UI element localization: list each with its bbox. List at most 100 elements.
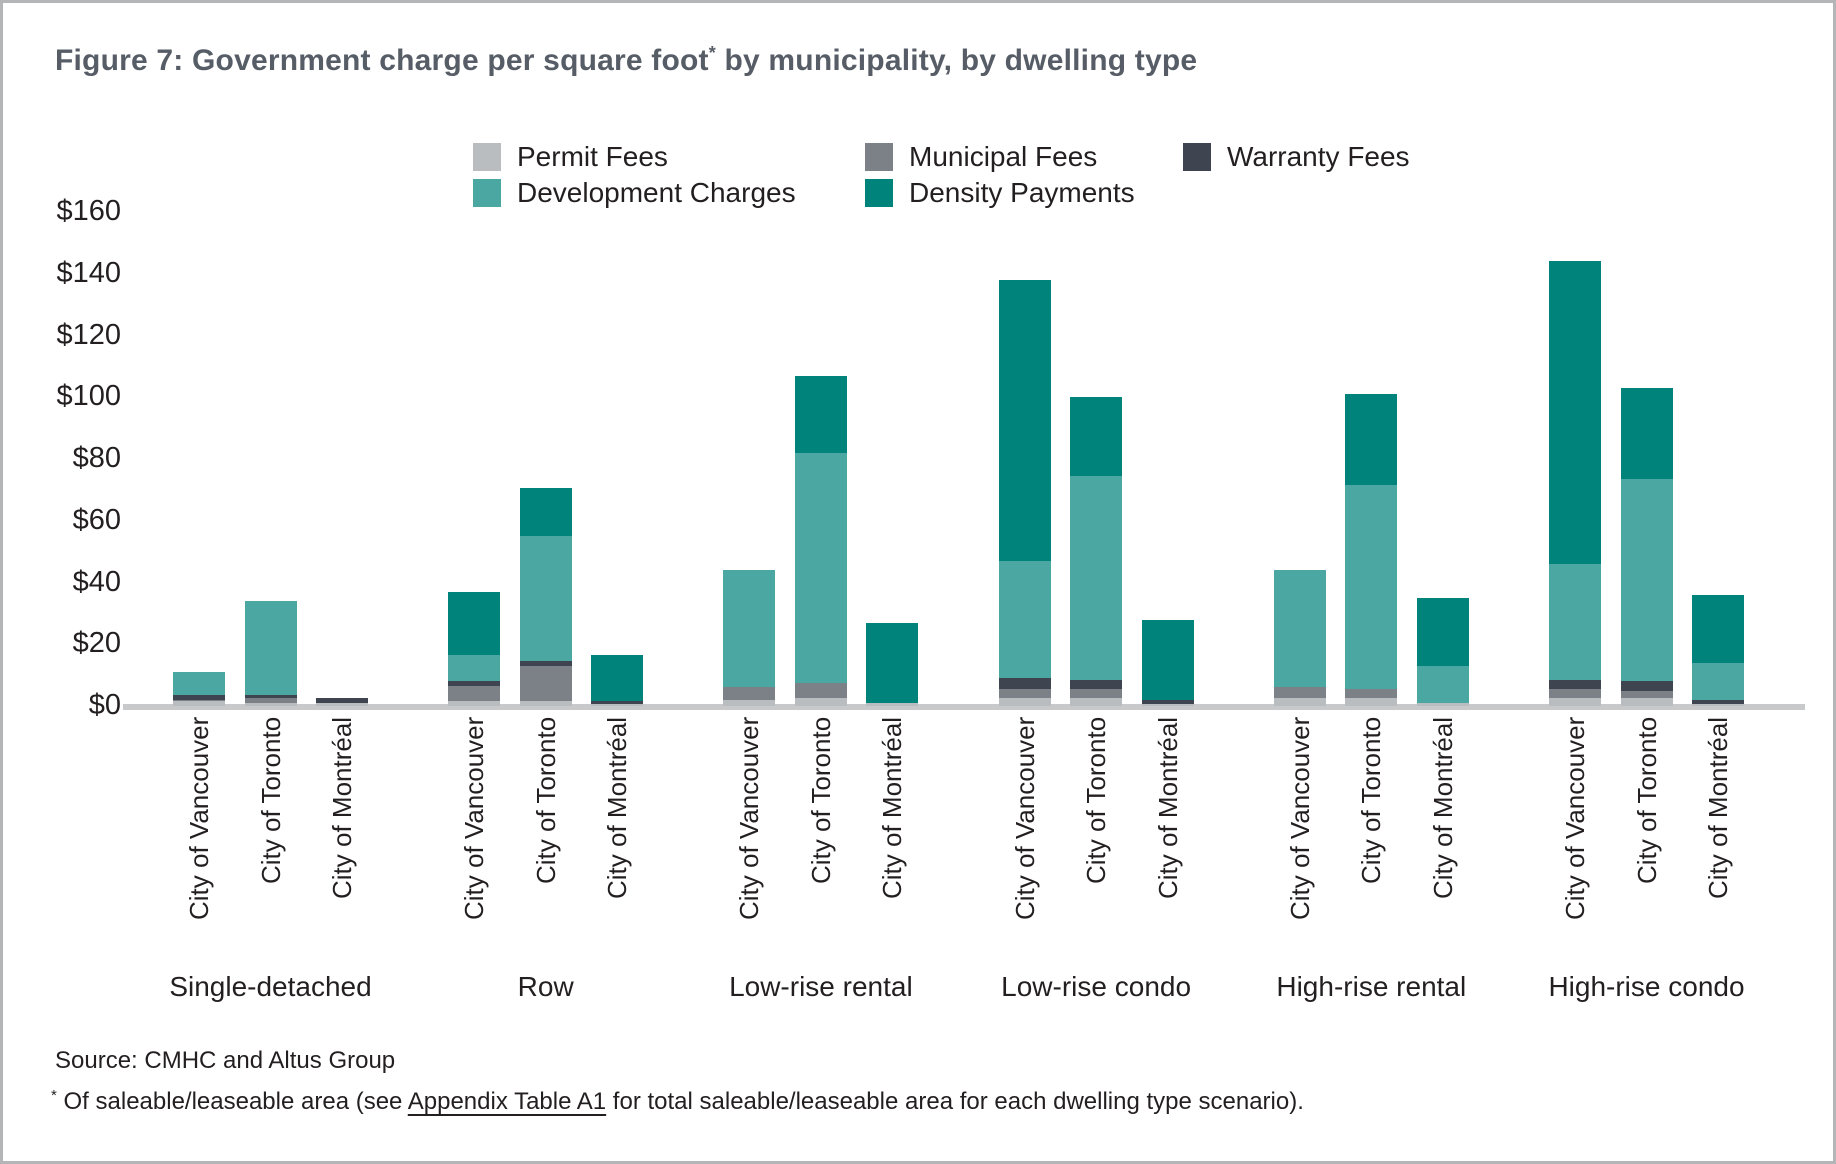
bar-segment-warranty	[1070, 679, 1123, 689]
stacked-bar	[591, 655, 644, 706]
bar-segment-permit	[1141, 704, 1194, 706]
footnote: * Of saleable/leaseable area (see Append…	[51, 1087, 1304, 1116]
permit-fees-swatch-icon	[473, 143, 501, 171]
y-axis-tick-label: $160	[56, 195, 121, 227]
footnote-text-pre: Of saleable/leaseable area (see	[56, 1088, 408, 1115]
x-axis-city-label: City of Vancouver	[184, 717, 214, 921]
bar-segment-permit	[1692, 704, 1744, 706]
bar-segment-warranty	[998, 678, 1051, 689]
bar-segment-permit	[1620, 698, 1673, 706]
density-payments-swatch-icon	[865, 179, 893, 207]
legend-label: Density Payments	[909, 177, 1135, 208]
legend-item-permit-fees: Permit Fees	[473, 141, 668, 173]
bar-segment-density	[1549, 261, 1601, 564]
stacked-bar	[519, 488, 572, 706]
x-axis-city-label: City of Montréal	[1427, 717, 1458, 900]
bar-segment-warranty	[1620, 681, 1673, 691]
y-axis-tick-label: $20	[72, 627, 121, 660]
stacked-bar	[316, 698, 368, 706]
bar-segment-municipal	[1620, 690, 1673, 699]
bar-segment-development	[1345, 485, 1398, 689]
bar-segment-density	[448, 591, 501, 656]
bar-segment-permit	[1273, 698, 1326, 706]
bar-segment-municipal	[173, 699, 225, 702]
development-charges-swatch-icon	[473, 179, 501, 207]
bar-segment-development	[519, 536, 572, 662]
x-axis-city-label: City of Vancouver	[459, 717, 490, 921]
bar-segment-municipal	[1070, 688, 1123, 699]
stacked-bar	[173, 672, 225, 706]
footnote-text-post: for total saleable/leaseable area for ea…	[606, 1088, 1304, 1115]
bar-segment-municipal	[1345, 689, 1398, 699]
bar-segment-density	[866, 622, 919, 703]
bar-segment-development	[1692, 662, 1744, 700]
bar-segment-development	[1416, 665, 1469, 703]
bar-segment-density	[1416, 597, 1469, 666]
bar-segment-development	[1620, 479, 1673, 682]
stacked-bar	[448, 591, 501, 706]
municipal-fees-swatch-icon	[865, 143, 893, 171]
bar-segment-warranty	[244, 695, 297, 699]
bar-segment-municipal	[519, 665, 572, 702]
bar-segment-permit	[244, 702, 297, 706]
y-axis-tick-label: $100	[56, 380, 121, 413]
legend-item-warranty-fees: Warranty Fees	[1183, 141, 1410, 173]
warranty-fees-swatch-icon	[1183, 143, 1211, 171]
bar-segment-permit	[173, 701, 225, 706]
bar-segment-municipal	[244, 698, 297, 703]
legend-item-density-payments: Density Payments	[865, 177, 1135, 209]
y-axis-tick-label: $80	[72, 442, 121, 474]
bar-segment-permit	[591, 704, 644, 706]
x-axis-city-label: City of Toronto	[805, 717, 836, 885]
bar-segment-permit	[448, 701, 501, 706]
x-axis-line	[123, 704, 1805, 710]
bar-segment-warranty	[591, 701, 644, 705]
bar-segment-development	[1273, 570, 1326, 688]
stacked-bar	[866, 622, 919, 706]
x-axis-group-label: High-rise rental	[1276, 971, 1467, 1002]
x-axis-city-label: City of Toronto	[1081, 717, 1112, 885]
bar-segment-warranty	[1692, 699, 1744, 705]
x-axis-city-label: City of Toronto	[1356, 717, 1387, 885]
stacked-bar	[1070, 397, 1123, 706]
x-axis-city-label: City of Toronto	[255, 717, 286, 885]
bar-segment-warranty	[1141, 699, 1194, 705]
x-axis-city-label: City of Montréal	[327, 717, 357, 900]
bar-segment-permit	[866, 702, 919, 706]
y-axis-tick-label: $40	[72, 565, 121, 598]
x-axis-city-label: City of Vancouver	[1009, 717, 1040, 921]
stacked-bar	[244, 601, 297, 706]
bar-segment-permit	[794, 698, 847, 706]
bar-segment-warranty	[1549, 679, 1601, 689]
bar-segment-warranty	[448, 681, 501, 686]
bar-segment-density	[519, 488, 572, 537]
bar-segment-permit	[1345, 698, 1398, 706]
bar-segment-municipal	[1273, 687, 1326, 699]
x-axis-city-label: City of Montréal	[1703, 717, 1733, 900]
bar-segment-permit	[316, 702, 368, 706]
title-text: Figure 7: Government charge per square f…	[55, 44, 709, 77]
bar-segment-municipal	[448, 685, 501, 702]
x-axis-city-label: City of Montréal	[602, 717, 633, 900]
legend-item-municipal-fees: Municipal Fees	[865, 141, 1097, 173]
x-axis-group-label: Low-rise condo	[1001, 971, 1192, 1002]
bar-segment-development	[244, 601, 297, 696]
stacked-bar	[1273, 570, 1326, 706]
y-axis-tick-label: $120	[56, 318, 121, 351]
bar-segment-permit	[1070, 698, 1123, 706]
stacked-bar	[723, 570, 776, 706]
bar-segment-permit	[519, 701, 572, 706]
bar-segment-development	[1070, 475, 1123, 680]
bar-segment-development	[723, 570, 776, 688]
bar-segment-development	[794, 452, 847, 683]
bar-segment-municipal	[723, 687, 776, 700]
legend-label: Warranty Fees	[1227, 141, 1410, 172]
bar-segment-density	[998, 279, 1051, 561]
bar-segment-warranty	[173, 695, 225, 700]
bar-segment-municipal	[1549, 688, 1601, 699]
bar-segment-development	[1549, 563, 1601, 680]
legend-label: Development Charges	[517, 177, 796, 208]
footnote-asterisk: *	[51, 1087, 57, 1104]
appendix-table-a1-link[interactable]: Appendix Table A1	[407, 1088, 607, 1115]
